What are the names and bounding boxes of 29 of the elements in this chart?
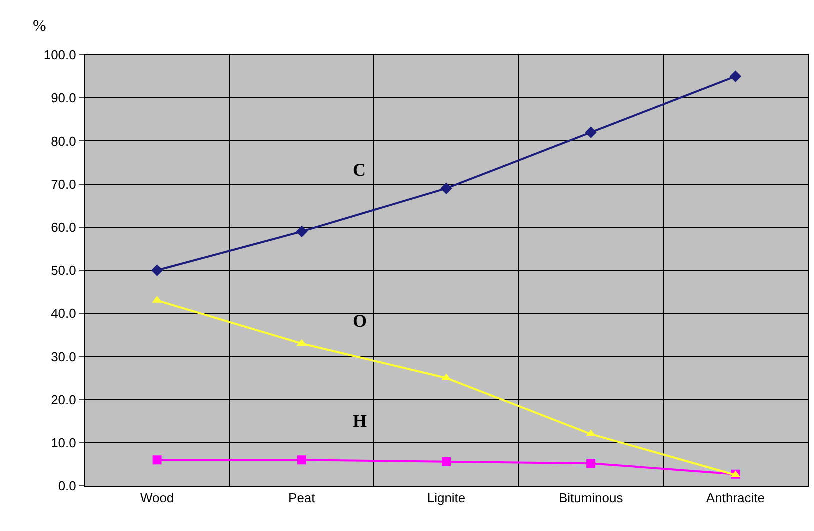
- series-label: O: [353, 311, 368, 331]
- point: [585, 126, 597, 138]
- y-tick-label: 80.0: [51, 134, 76, 149]
- y-tick-label: 20.0: [51, 392, 76, 408]
- y-tick-label: 70.0: [51, 176, 76, 192]
- x-tick-label: Bituminous: [558, 490, 624, 506]
- point: [440, 182, 452, 194]
- point: [151, 264, 164, 276]
- point: [442, 457, 451, 466]
- y-tick-label: 60.0: [51, 220, 76, 235]
- series-label: H: [353, 411, 368, 431]
- y-tick-label: 0.0: [58, 478, 76, 494]
- y-axis-title: %: [33, 18, 46, 35]
- x-tick-label: Peat: [288, 490, 316, 506]
- point: [297, 456, 306, 465]
- x-tick-label: Wood: [140, 490, 174, 506]
- point: [730, 70, 742, 82]
- series-label: C: [353, 160, 366, 180]
- point: [586, 459, 596, 468]
- y-tick-label: 10.0: [51, 435, 76, 450]
- x-tick-label: Lignite: [427, 490, 466, 506]
- point: [152, 456, 162, 465]
- point: [296, 226, 308, 238]
- x-tick-label: Anthracite: [706, 490, 765, 506]
- y-tick-label: 90.0: [51, 90, 76, 106]
- y-tick-label: 40.0: [51, 306, 76, 322]
- y-tick-label: 30.0: [51, 349, 76, 364]
- y-tick-label: 50.0: [51, 263, 76, 278]
- y-tick-label: 100.0: [44, 48, 76, 63]
